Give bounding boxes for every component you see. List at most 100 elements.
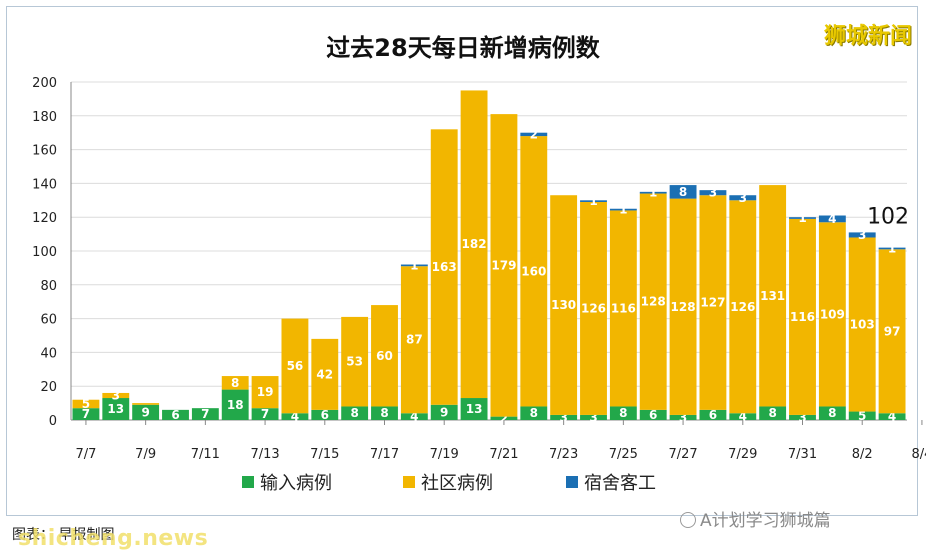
watermark-bottom-right: A计划学习狮城篇 [680, 506, 831, 531]
data-label: 182 [462, 237, 487, 251]
bar-community [311, 338, 339, 410]
bar-community [72, 399, 100, 409]
bar-community [639, 193, 667, 410]
x-tick-label: 7/21 [489, 447, 518, 462]
data-label: 3 [739, 191, 747, 205]
data-label: 126 [730, 300, 755, 314]
legend-label: 宿舍客工 [584, 473, 656, 494]
data-label: 5 [82, 397, 90, 411]
bar-imported [311, 409, 339, 420]
data-label: 128 [671, 300, 696, 314]
bar-community [281, 318, 309, 414]
data-label: 6 [709, 408, 717, 422]
data-label: 87 [406, 333, 423, 347]
wechat-icon [680, 512, 696, 528]
data-label: 1 [798, 211, 806, 225]
data-label: 130 [551, 298, 576, 312]
bar-imported [550, 414, 578, 420]
bar-dormitory [789, 217, 816, 219]
bar-community [550, 195, 578, 415]
watermark-bottom-left: shicheng.news [18, 526, 209, 551]
data-label: 2 [530, 127, 538, 141]
data-label: 131 [760, 289, 785, 303]
data-label: 103 [850, 318, 875, 332]
data-label: 1 [589, 194, 597, 208]
data-label: 8 [828, 406, 836, 420]
bar-imported [520, 406, 548, 420]
bar-community [818, 222, 846, 407]
bar-community [699, 195, 727, 410]
data-label: 126 [581, 301, 606, 315]
data-label: 3 [559, 410, 567, 424]
watermark-bottom-right-text: A计划学习狮城篇 [700, 511, 831, 531]
data-label: 3 [589, 410, 597, 424]
y-tick-label: 120 [32, 211, 57, 226]
x-tick-label: 7/11 [191, 447, 220, 462]
bar-community [609, 210, 637, 407]
data-label: 4 [888, 410, 896, 424]
x-tick-label: 7/31 [788, 447, 817, 462]
total-callout: 102 [867, 205, 909, 230]
bar-community [460, 90, 488, 399]
y-tick-label: 80 [40, 279, 57, 294]
data-label: 8 [530, 406, 538, 420]
watermark-top-right: 狮城新闻 [823, 24, 912, 49]
data-label: 1 [649, 186, 657, 200]
bar-imported [191, 408, 219, 420]
y-tick-label: 60 [40, 313, 57, 328]
x-tick-label: 7/13 [250, 447, 279, 462]
bar-imported [400, 413, 428, 420]
data-label: 8 [350, 406, 358, 420]
y-tick-label: 140 [32, 177, 57, 192]
bar-dormitory [580, 200, 607, 202]
data-label: 179 [491, 258, 516, 272]
data-label: 6 [649, 408, 657, 422]
bar-imported [371, 406, 398, 420]
data-label: 60 [376, 349, 393, 363]
bar-imported [341, 406, 369, 420]
bar-imported [102, 398, 130, 420]
data-label: 7 [201, 407, 209, 421]
bar-community [729, 200, 757, 414]
bar-imported [729, 413, 757, 420]
bar-imported [759, 406, 787, 420]
x-tick-label: 7/27 [668, 447, 697, 462]
legend-swatch [566, 476, 578, 488]
bar-community [221, 376, 249, 390]
bar-community [789, 218, 816, 415]
data-label: 116 [790, 310, 815, 324]
data-label: 8 [619, 406, 627, 420]
bar-community [520, 136, 548, 407]
data-label: 3 [858, 228, 866, 242]
bar-imported [699, 409, 727, 420]
bar-community [400, 266, 428, 414]
x-tick-label: 7/29 [728, 447, 757, 462]
data-label: 53 [346, 355, 363, 369]
y-tick-label: 180 [32, 110, 57, 125]
data-label: 6 [321, 408, 329, 422]
data-label: 1 [888, 241, 896, 255]
data-label: 7 [82, 407, 90, 421]
data-label: 128 [641, 295, 666, 309]
data-label: 9 [141, 405, 149, 419]
data-label: 19 [257, 385, 274, 399]
bar-community [759, 185, 787, 407]
data-label: 13 [107, 402, 124, 416]
data-label: 160 [521, 264, 546, 278]
x-tick-label: 7/19 [430, 447, 459, 462]
data-label: 3 [798, 410, 806, 424]
bar-imported [132, 404, 160, 420]
chart-title: 过去28天每日新增病例数 [326, 34, 600, 62]
bar-imported [609, 406, 637, 420]
x-tick-label: 7/7 [75, 447, 96, 462]
data-label: 8 [768, 406, 776, 420]
data-label: 4 [739, 410, 747, 424]
bar-imported [430, 404, 458, 420]
bar-imported [281, 413, 309, 420]
data-label: 56 [287, 359, 304, 373]
bar-community [102, 392, 130, 399]
bar-imported [639, 409, 667, 420]
bar-community [580, 201, 607, 415]
bar-imported [669, 414, 697, 420]
